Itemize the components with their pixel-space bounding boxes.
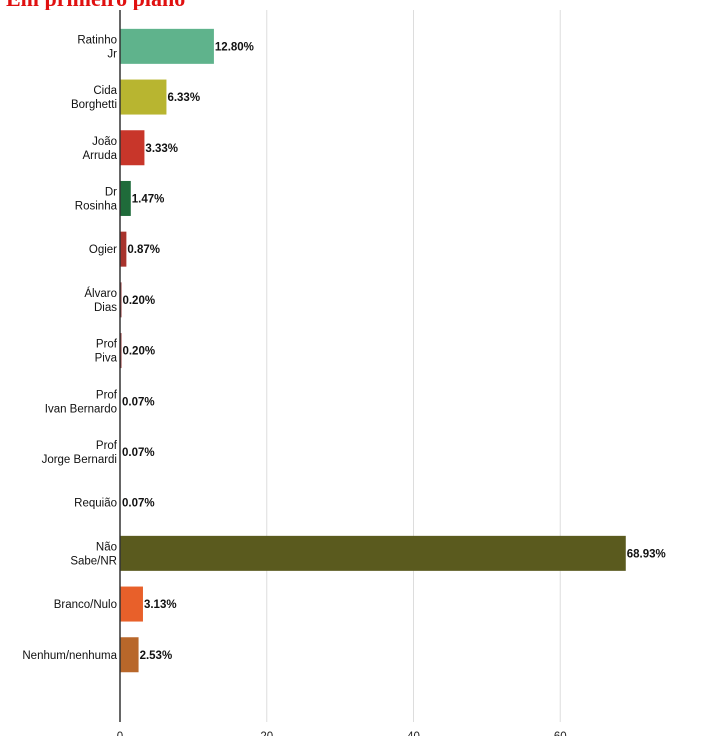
- value-label-3: 1.47%: [132, 193, 165, 205]
- grid-lines: [266, 10, 561, 722]
- value-label-12: 2.53%: [140, 650, 173, 662]
- category-label-9: Requião: [74, 498, 117, 510]
- value-label-4: 0.87%: [127, 244, 160, 256]
- x-tick-labels-group: 0 20 40 60: [117, 731, 567, 736]
- category-label-7: Prof Ivan Bernardo: [45, 389, 118, 415]
- value-label-7: 0.07%: [122, 396, 155, 408]
- bar-2: [120, 130, 145, 166]
- category-label-5: Álvaro Dias: [84, 287, 117, 314]
- category-label-11: Branco/Nulo: [54, 599, 117, 611]
- category-label-4: Ogier: [89, 244, 117, 256]
- bar-4: [120, 231, 127, 267]
- value-label-5: 0.20%: [122, 295, 155, 307]
- bar-11: [120, 586, 143, 622]
- value-label-9: 0.07%: [122, 498, 155, 510]
- category-label-6: Prof Piva: [95, 339, 118, 365]
- category-label-0: Ratinho Jr: [77, 34, 117, 60]
- category-label-12: Nenhum/nenhuma: [22, 650, 117, 662]
- bar-12: [120, 637, 139, 673]
- category-labels-group: Ratinho Jr Cida Borghetti João Arruda Dr Rosinh…: [22, 34, 117, 661]
- value-label-1: 6.33%: [167, 92, 200, 104]
- value-label-6: 0.20%: [122, 346, 155, 358]
- bar-3: [120, 180, 131, 216]
- value-label-10: 68.93%: [627, 548, 666, 560]
- value-label-11: 3.13%: [144, 599, 177, 611]
- bar-1: [120, 79, 167, 115]
- bar-10: [120, 535, 626, 571]
- page-title-fragment: Em primeiro plano: [6, 0, 185, 10]
- bar-0: [120, 28, 214, 64]
- header-strip: Em primeiro plano: [0, 0, 703, 10]
- value-labels-group: 12.80% 6.33% 3.33% 1.47% 0.87% 0.20% 0.20% 0.07…: [122, 41, 666, 661]
- category-label-8: Prof Jorge Bernardi: [42, 440, 118, 466]
- value-label-8: 0.07%: [122, 447, 155, 459]
- category-label-2: João Arruda: [82, 136, 117, 162]
- category-label-10: Não Sabe/NR: [70, 541, 117, 567]
- category-label-3: Dr Rosinha: [75, 186, 118, 212]
- x-tick-label-20: 20: [260, 731, 273, 736]
- x-tick-label-40: 40: [407, 731, 420, 736]
- x-tick-label-0: 0: [117, 731, 123, 736]
- x-tick-label-60: 60: [554, 731, 567, 736]
- value-label-2: 3.33%: [145, 143, 178, 155]
- category-label-1: Cida Borghetti: [71, 85, 118, 111]
- value-label-0: 12.80%: [215, 41, 254, 53]
- bars-group: [120, 28, 626, 673]
